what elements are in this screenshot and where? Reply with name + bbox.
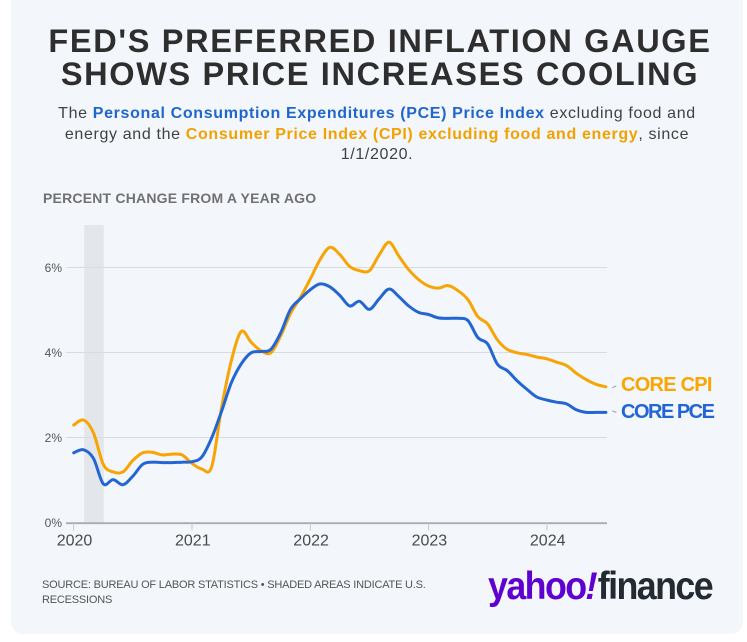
svg-text:2022: 2022 xyxy=(293,533,329,550)
svg-text:0%: 0% xyxy=(45,516,63,530)
svg-text:2021: 2021 xyxy=(175,533,211,550)
svg-text:2024: 2024 xyxy=(530,533,566,550)
svg-text:2023: 2023 xyxy=(412,533,448,550)
svg-text:2020: 2020 xyxy=(57,533,93,550)
svg-text:2%: 2% xyxy=(45,431,63,445)
svg-text:6%: 6% xyxy=(45,261,63,275)
svg-text:4%: 4% xyxy=(45,346,63,360)
